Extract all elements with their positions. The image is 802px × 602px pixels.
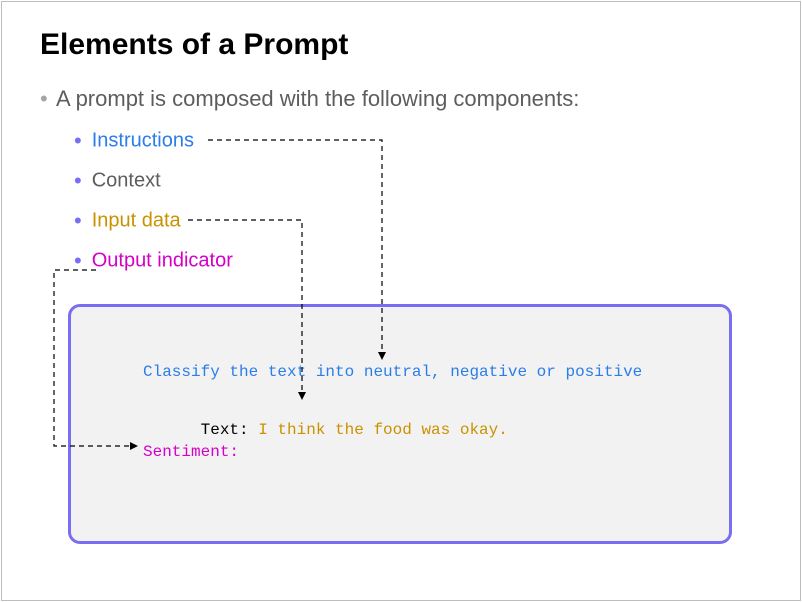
example-input-value: I think the food was okay. [258,421,508,439]
lead-text: A prompt is composed with the following … [56,86,579,112]
bullet-dot-icon: • [74,168,82,193]
bullet-dot-icon: • [74,128,82,153]
item-context-label: Context [92,169,161,191]
example-instruction-line: Classify the text into neutral, negative… [143,363,642,381]
item-instructions-label: Instructions [92,129,194,151]
bullet-dot-icon: • [74,248,82,273]
item-context: • Context [74,168,161,194]
example-output-indicator-line: Sentiment: [143,443,239,461]
item-output-indicator: • Output indicator [74,248,233,274]
bullet-dot-icon: • [74,208,82,233]
slide-title: Elements of a Prompt [40,28,348,62]
item-input-data-label: Input data [92,209,181,231]
example-input-label: Text: [201,421,259,439]
lead-bullet-dot: • [40,86,48,112]
item-output-indicator-label: Output indicator [92,249,233,271]
slide-frame: Elements of a Prompt • A prompt is compo… [1,1,801,601]
item-instructions: • Instructions [74,128,194,154]
prompt-example-box: Classify the text into neutral, negative… [68,304,732,544]
item-input-data: • Input data [74,208,181,234]
